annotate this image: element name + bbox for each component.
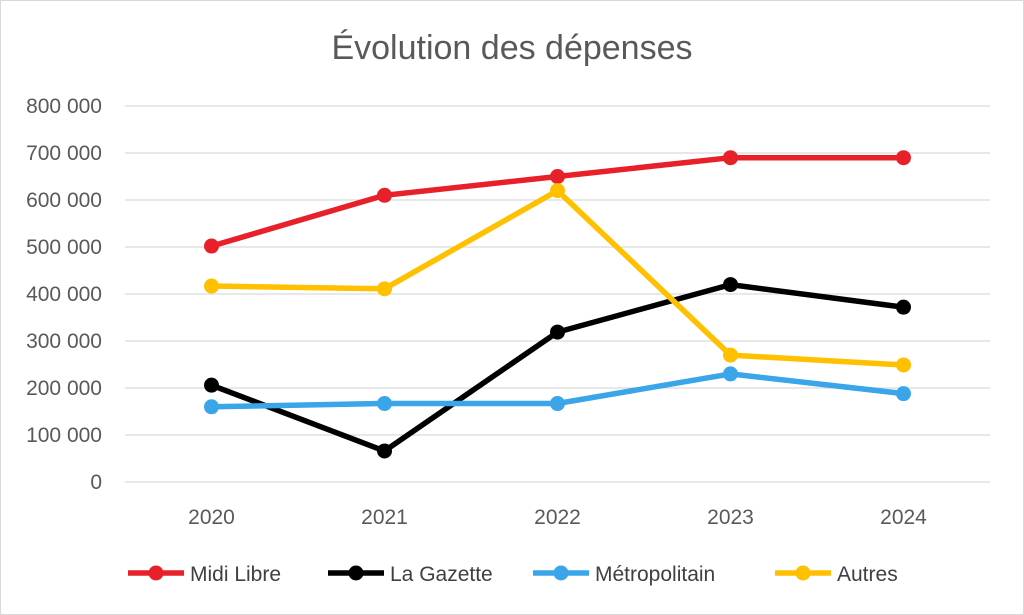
x-tick-label: 2020 (188, 506, 235, 529)
y-tick-label: 0 (90, 471, 102, 494)
data-point (723, 150, 738, 166)
y-tick-label: 400 000 (26, 283, 102, 306)
chart-title: Évolution des dépenses (331, 29, 692, 67)
legend-marker (795, 565, 811, 581)
y-tick-label: 500 000 (26, 236, 102, 259)
legend: Midi Libre La Gazette Métropolitain Autres (128, 563, 898, 586)
legend-marker (348, 565, 364, 581)
data-point (896, 386, 911, 402)
y-tick-label: 600 000 (26, 189, 102, 212)
x-tick-label: 2021 (361, 506, 408, 529)
data-point (377, 187, 392, 203)
data-point (723, 366, 738, 382)
x-tick-label: 2022 (534, 506, 581, 529)
y-tick-label: 100 000 (26, 424, 102, 447)
data-point (204, 238, 219, 254)
data-point (896, 299, 911, 315)
data-point (550, 396, 565, 412)
y-tick-label: 800 000 (26, 95, 102, 118)
legend-label: La Gazette (390, 563, 493, 586)
data-point (377, 443, 392, 459)
x-tick-label: 2024 (880, 506, 927, 529)
legend-marker (148, 565, 164, 581)
data-point (377, 281, 392, 297)
y-tick-label: 700 000 (26, 142, 102, 165)
gridlines (125, 105, 990, 483)
data-point (723, 277, 738, 293)
legend-label: Métropolitain (595, 563, 715, 586)
data-point (550, 324, 565, 340)
data-point (723, 347, 738, 363)
legend-marker (553, 565, 569, 581)
data-point (377, 396, 392, 412)
data-point (896, 150, 911, 166)
legend-item: La Gazette (328, 563, 493, 586)
data-point (204, 377, 219, 393)
data-point (550, 169, 565, 184)
data-point (896, 357, 911, 373)
y-axis-tick-labels: 0 100 000 200 000 300 000 400 000 500 000 600 … (26, 95, 102, 494)
legend-item: Autres (775, 563, 898, 586)
legend-item: Midi Libre (128, 563, 281, 586)
legend-label: Autres (837, 563, 898, 586)
data-point (550, 183, 565, 199)
series-lines (204, 150, 911, 459)
series-3 (204, 183, 911, 373)
series-0 (204, 150, 911, 254)
legend-item: Métropolitain (533, 563, 715, 586)
series-line (208, 281, 907, 454)
legend-label: Midi Libre (190, 563, 281, 586)
data-point (204, 278, 219, 294)
y-tick-label: 300 000 (26, 330, 102, 353)
series-2 (204, 366, 911, 415)
x-tick-label: 2023 (707, 506, 754, 529)
data-point (204, 399, 219, 415)
series-1 (204, 277, 911, 459)
y-tick-label: 200 000 (26, 377, 102, 400)
x-axis-tick-labels: 2020 2021 2022 2023 2024 (188, 506, 927, 529)
